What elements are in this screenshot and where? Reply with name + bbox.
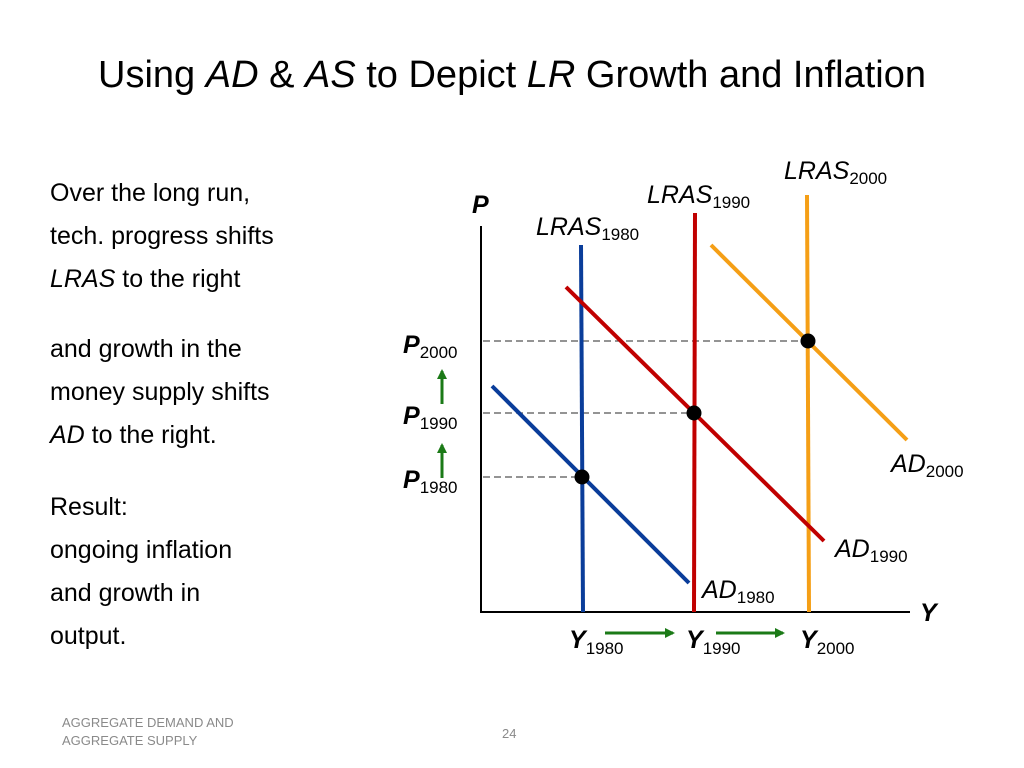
footer-section-title: AGGREGATE DEMAND AND AGGREGATE SUPPLY [62, 715, 234, 748]
text-money-supply: and growth in the money supply shifts AD… [50, 335, 270, 449]
equilibrium-1990-dot [686, 405, 702, 421]
ad-1980-curve [490, 384, 691, 585]
ad-1990-label: AD1990 [833, 535, 908, 566]
lras-2000-label: LRAS2000 [784, 157, 887, 188]
lras-1980-label: LRAS1980 [536, 213, 639, 244]
ad-2000-label: AD2000 [889, 450, 964, 481]
y-1980-label: Y1980 [569, 626, 624, 658]
lras-2000-curve [805, 194, 811, 613]
lras-1990-label: LRAS1990 [647, 181, 750, 212]
text-tech-progress: Over the long run, tech. progress shifts… [50, 179, 274, 293]
p-1980-label: P1980 [403, 466, 458, 497]
p-2000-label: P2000 [403, 331, 458, 362]
ad-1980-label: AD1980 [700, 576, 775, 607]
equilibrium-1980-dot [574, 469, 590, 485]
y-1990-label: Y1990 [686, 626, 741, 658]
text-result: Result: ongoing inflation and growth in … [50, 493, 233, 650]
equilibrium-2000-dot [800, 333, 816, 349]
slide-title: Using AD & AS to Depict LR Growth and In… [98, 54, 926, 96]
lras-1980-curve [579, 244, 585, 613]
page-number: 24 [502, 726, 517, 741]
y-axis-label: Y [920, 599, 939, 627]
p-axis-label: P [472, 191, 489, 219]
p-1990-label: P1990 [403, 402, 458, 433]
y-2000-label: Y2000 [800, 626, 855, 658]
